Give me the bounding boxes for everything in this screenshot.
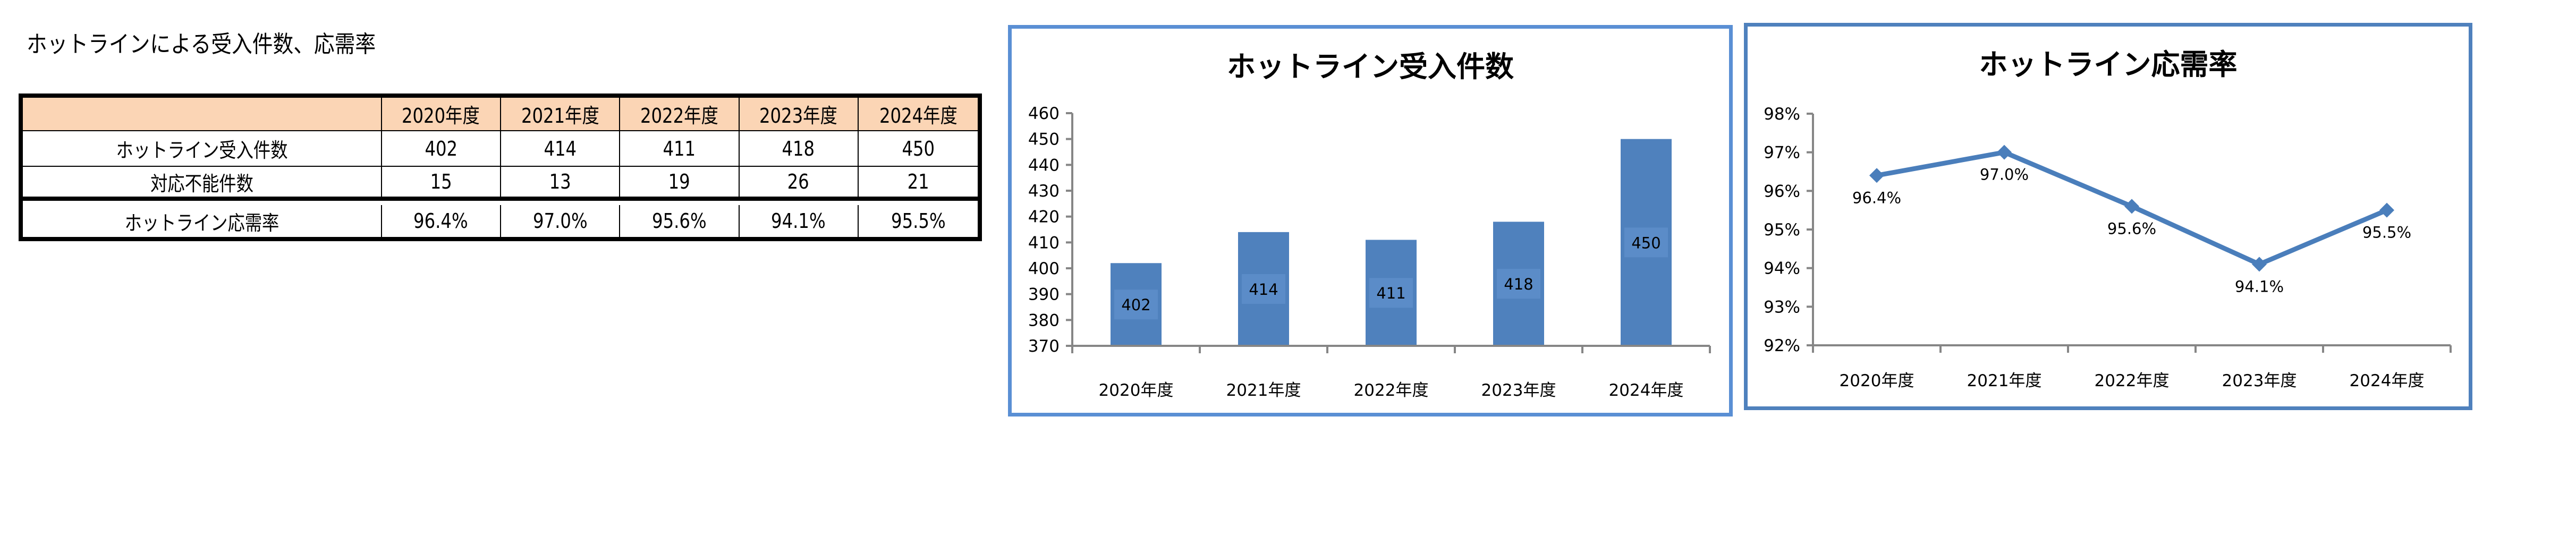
table-cell: 418 <box>740 131 859 166</box>
row-label: ホットライン受入件数 <box>23 131 382 166</box>
table-header-cell: 2023年度 <box>740 98 859 130</box>
table-cell: 95.6% <box>620 205 740 237</box>
table-cell: 19 <box>620 167 740 197</box>
table-cell: 21 <box>907 170 929 193</box>
table-header-cell: 2024年度 <box>879 104 957 128</box>
table-cell: 414 <box>501 131 621 166</box>
table-cell: 13 <box>501 167 621 197</box>
table-cell: 402 <box>382 131 501 166</box>
data-table: 2020年度 2021年度 2022年度 2023年度 2024年度 ホットライ… <box>19 94 982 241</box>
bar-chart-title: ホットライン受入件数 <box>1227 50 1514 83</box>
page-title: ホットラインによる受入件数、応需率 <box>27 31 376 58</box>
table-row: ホットライン応需率 96.4% 97.0% 95.6% 94.1% 95.5% <box>23 205 978 237</box>
table-cell: 15 <box>382 167 501 197</box>
table-row: 対応不能件数 15 13 19 26 21 <box>23 167 978 201</box>
table-header-cell: 2021年度 <box>501 98 621 130</box>
table-cell: 96.4% <box>382 205 501 237</box>
table-cell: 450 <box>902 137 935 160</box>
line-chart-title: ホットライン応需率 <box>1979 48 2238 81</box>
table-cell: 411 <box>620 131 740 166</box>
line-chart: ホットライン応需率 <box>1744 23 2472 410</box>
table-header-cell: 2020年度 <box>382 98 501 130</box>
table-cell: 95.5% <box>891 209 946 233</box>
table-cell: 97.0% <box>501 205 621 237</box>
table-header-row: 2020年度 2021年度 2022年度 2023年度 2024年度 <box>23 98 978 131</box>
table-header-cell: 2022年度 <box>620 98 740 130</box>
table-cell: 26 <box>740 167 859 197</box>
table-row: ホットライン受入件数 402 414 411 418 450 <box>23 131 978 167</box>
row-label: 対応不能件数 <box>23 167 382 197</box>
table-cell: 94.1% <box>740 205 859 237</box>
bar-chart: ホットライン受入件数 <box>1008 25 1733 416</box>
table-header-corner <box>23 98 382 130</box>
row-label: ホットライン応需率 <box>23 205 382 237</box>
